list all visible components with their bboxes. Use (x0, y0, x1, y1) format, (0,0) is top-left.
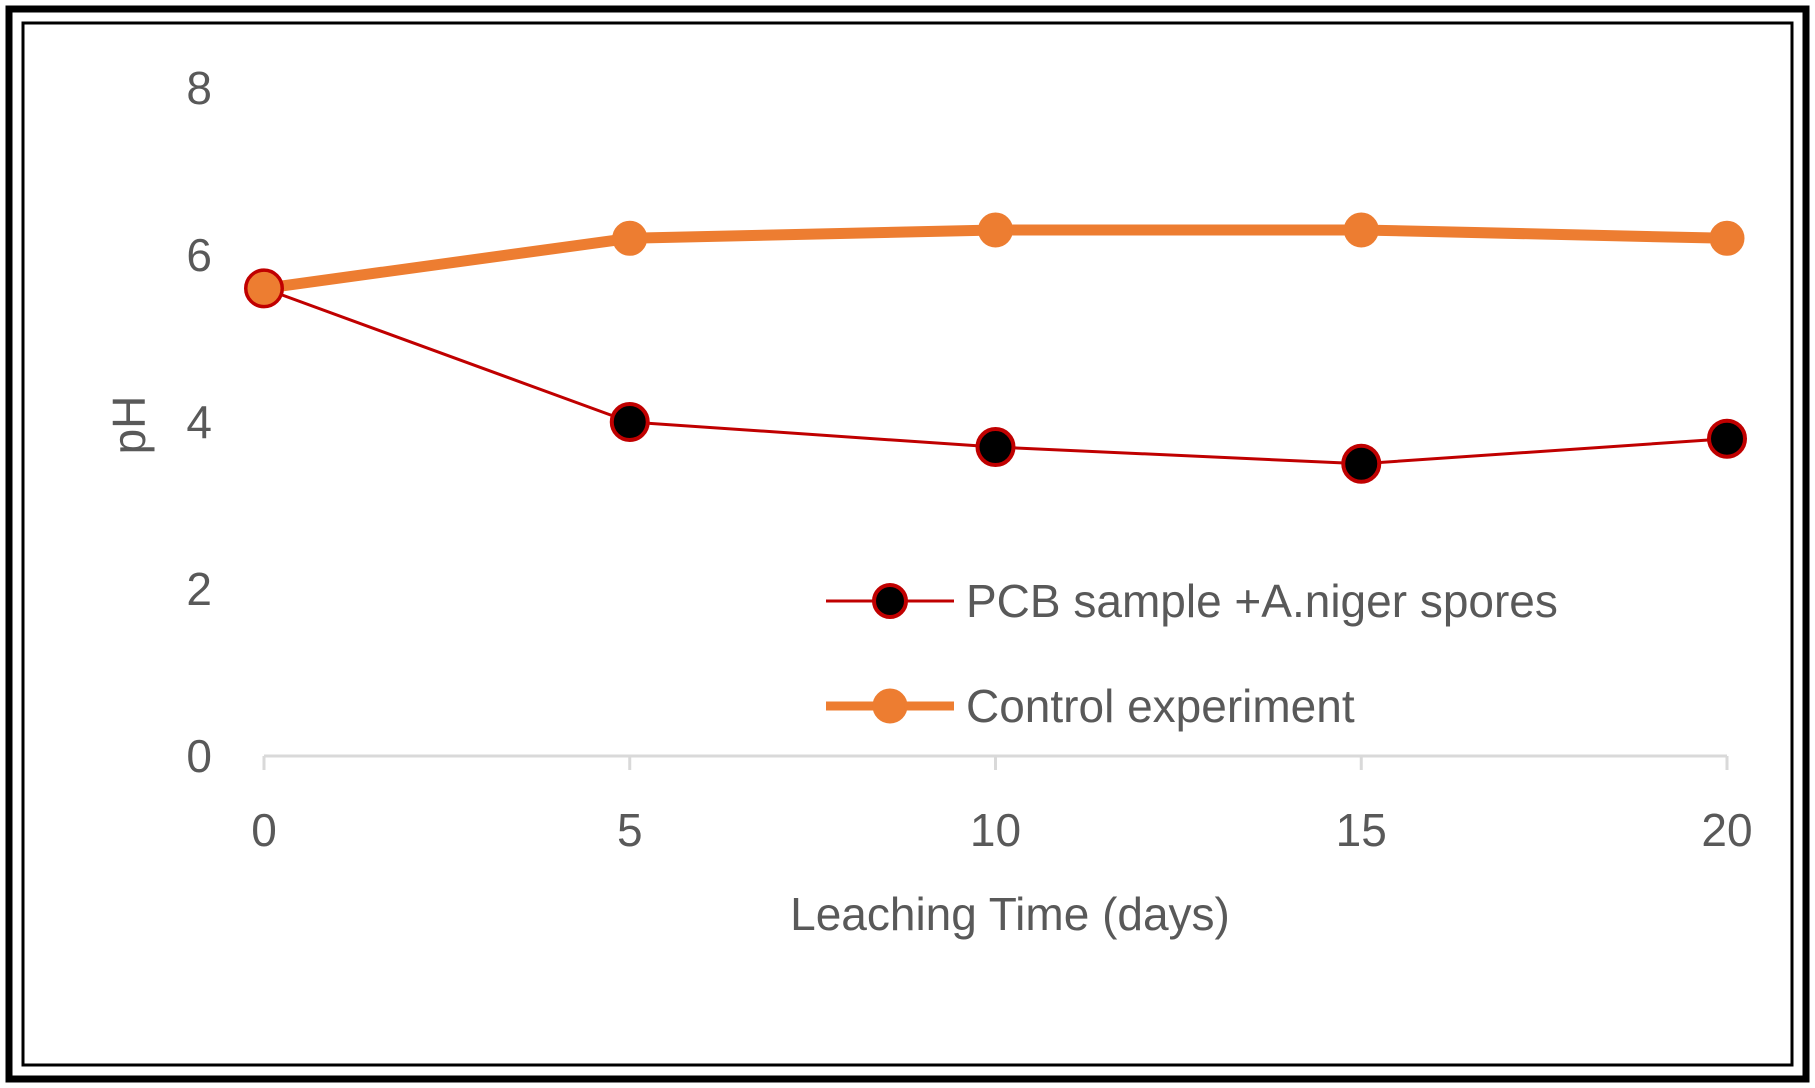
data-point (609, 402, 650, 442)
legend: PCB sample +A.niger spores Control exper… (826, 575, 1558, 732)
inner-border (21, 21, 1794, 1067)
x-tick-label: 15 (1336, 804, 1387, 856)
x-tick-label: 10 (970, 804, 1021, 856)
outer-border (5, 5, 1810, 1083)
legend-swatch-marker-pcb (872, 583, 908, 619)
y-axis-title: pH (103, 396, 155, 455)
x-axis (262, 754, 1729, 770)
data-point (975, 427, 1016, 468)
legend-label-control: Control experiment (966, 680, 1355, 732)
data-point (1707, 418, 1747, 459)
x-tick-label: 20 (1701, 804, 1752, 856)
data-point (1343, 212, 1379, 248)
legend-swatch-marker-control (872, 688, 908, 724)
x-axis-title: Leaching Time (days) (790, 888, 1230, 940)
legend-item-control: Control experiment (826, 680, 1355, 732)
data-point-overlap (244, 268, 284, 308)
data-point (612, 220, 648, 256)
y-axis-tick-labels: 0 2 4 6 8 (186, 62, 212, 782)
series-control (246, 212, 1745, 306)
y-tick-label: 4 (186, 396, 212, 448)
y-tick-label: 0 (186, 730, 212, 782)
x-tick-label: 5 (617, 804, 643, 856)
series-pcb (244, 268, 1747, 484)
legend-item-pcb: PCB sample +A.niger spores (826, 575, 1558, 627)
data-point (978, 212, 1013, 248)
data-point (1341, 443, 1382, 484)
data-point (1709, 220, 1745, 256)
legend-label-pcb: PCB sample +A.niger spores (966, 575, 1558, 627)
series-layer (244, 212, 1747, 484)
y-tick-label: 8 (186, 62, 212, 114)
x-axis-tick-labels: 0 5 10 15 20 (251, 804, 1752, 856)
y-tick-label: 2 (186, 563, 212, 615)
y-tick-label: 6 (186, 229, 212, 281)
x-tick-label: 0 (251, 804, 277, 856)
